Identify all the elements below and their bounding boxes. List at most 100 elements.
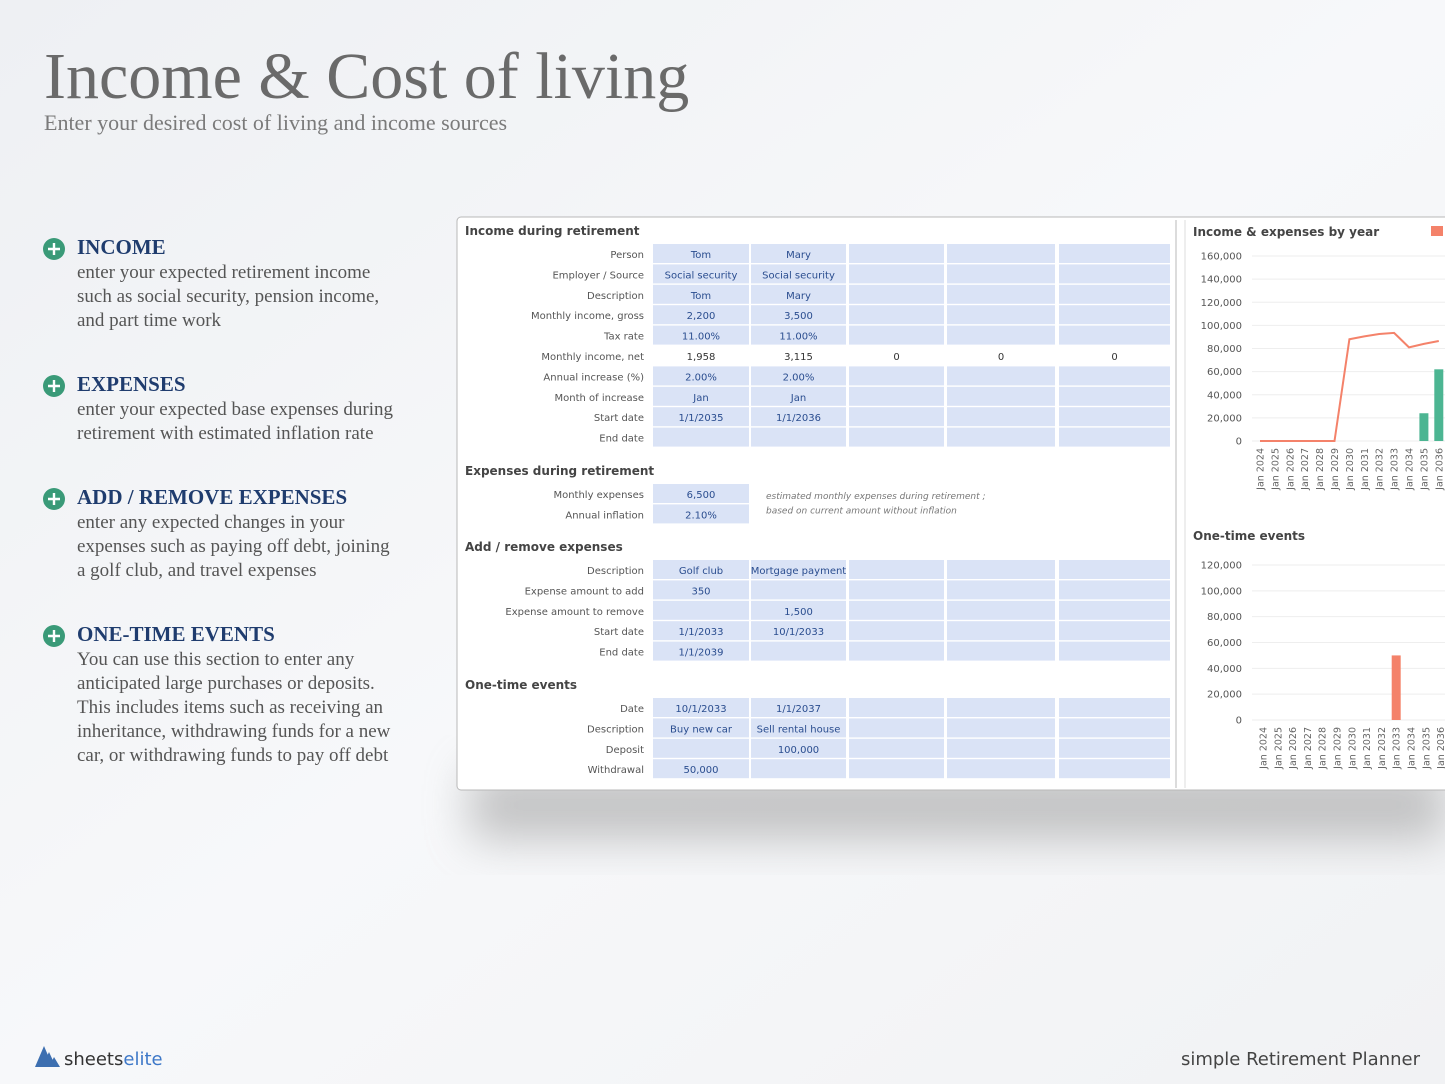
input-cell xyxy=(751,407,846,427)
feature-text: anticipated large purchases or deposits. xyxy=(77,673,375,694)
x-tick-label: Jan 2035 xyxy=(1421,727,1432,770)
cell-value: 100,000 xyxy=(778,745,819,756)
input-cell xyxy=(1059,560,1170,579)
row-label: Expense amount to add xyxy=(525,586,644,597)
feature-text: and part time work xyxy=(77,310,222,331)
cell-value: Buy new car xyxy=(670,724,733,735)
input-cell xyxy=(751,386,846,406)
note: based on current amount without inflatio… xyxy=(766,507,957,517)
section-title: One-time events xyxy=(465,678,577,692)
input-cell xyxy=(751,325,846,345)
input-cell xyxy=(653,641,749,661)
row-label: Tax rate xyxy=(603,332,644,343)
y-tick-label: 80,000 xyxy=(1207,612,1242,623)
feature-icon-plus xyxy=(48,630,60,642)
input-cell xyxy=(849,284,944,304)
y-tick-label: 120,000 xyxy=(1201,561,1242,572)
cell-value: 11.00% xyxy=(682,332,720,343)
y-tick-label: 0 xyxy=(1236,716,1242,727)
cell-value: Mary xyxy=(786,291,811,302)
input-cell xyxy=(849,560,944,579)
row-label: Monthly income, gross xyxy=(531,311,644,322)
input-cell xyxy=(947,698,1055,717)
input-cell xyxy=(653,698,749,717)
y-tick-label: 20,000 xyxy=(1207,413,1242,424)
cell-value: 350 xyxy=(691,586,710,597)
x-tick-label: Jan 2034 xyxy=(1407,727,1418,770)
input-cell xyxy=(1059,621,1170,641)
cell-value: 0 xyxy=(1111,352,1117,363)
input-cell xyxy=(751,366,846,386)
input-cell xyxy=(653,305,749,325)
logo-icon xyxy=(35,1046,60,1067)
input-cell xyxy=(849,325,944,345)
row-label: Description xyxy=(587,291,644,302)
line xyxy=(1260,331,1439,442)
x-tick-label: Jan 2034 xyxy=(1405,448,1416,491)
input-cell xyxy=(849,621,944,641)
feature-title: INCOME xyxy=(77,235,166,259)
input-cell xyxy=(1059,759,1170,779)
feature-text: inheritance, withdrawing funds for a new xyxy=(77,721,391,742)
cell-value: 1/1/2037 xyxy=(776,704,821,715)
input-cell xyxy=(849,698,944,717)
cell-value: 1,500 xyxy=(784,607,813,618)
cell-value: 2,200 xyxy=(687,311,716,322)
cell-value: 1/1/2035 xyxy=(679,413,724,424)
page-subtitle: Enter your desired cost of living and in… xyxy=(44,110,507,135)
feature-icon-plus xyxy=(48,493,60,505)
feature-icon-plus xyxy=(48,243,60,255)
feature-text: car, or withdrawing funds to pay off deb… xyxy=(77,745,389,766)
feature-title: ONE-TIME EVENTS xyxy=(77,622,275,646)
x-tick-label: Jan 2029 xyxy=(1333,727,1344,770)
cell-value: 1,958 xyxy=(687,352,716,363)
input-cell xyxy=(751,580,846,600)
input-cell xyxy=(1059,244,1170,263)
y-tick-label: 20,000 xyxy=(1207,690,1242,701)
cell-value: 3,500 xyxy=(784,311,813,322)
input-cell xyxy=(947,305,1055,325)
input-cell xyxy=(947,738,1055,758)
input-cell xyxy=(947,407,1055,427)
x-tick-label: Jan 2026 xyxy=(1285,448,1296,491)
x-tick-label: Jan 2033 xyxy=(1390,448,1401,491)
brand-name: sheetselite xyxy=(64,1049,163,1070)
cell-value: Social security xyxy=(665,270,738,281)
input-cell xyxy=(849,718,944,738)
input-cell xyxy=(947,600,1055,620)
input-cell xyxy=(653,560,749,579)
input-cell xyxy=(1059,698,1170,717)
section-title: Add / remove expenses xyxy=(465,540,623,554)
section-title: Expenses during retirement xyxy=(465,464,654,478)
input-cell xyxy=(1059,641,1170,661)
y-tick-label: 60,000 xyxy=(1207,367,1242,378)
input-cell xyxy=(1059,580,1170,600)
cell-value: 1/1/2039 xyxy=(679,648,724,659)
x-tick-label: Jan 2031 xyxy=(1362,727,1373,770)
input-cell xyxy=(1059,427,1170,447)
feature-title: EXPENSES xyxy=(77,372,186,396)
input-cell xyxy=(849,366,944,386)
charts: Income & expenses by year 0 20,000 40,000 60… xyxy=(1193,225,1445,770)
feature-text: such as social security, pension income, xyxy=(77,286,379,307)
feature-text: You can use this section to enter any xyxy=(77,649,355,670)
input-cell xyxy=(653,738,749,758)
cell-value: Tom xyxy=(690,250,711,261)
input-cell xyxy=(653,621,749,641)
x-tick-label: Jan 2026 xyxy=(1288,727,1299,770)
input-cell xyxy=(653,325,749,345)
bar xyxy=(1434,369,1444,441)
row-label: Monthly income, net xyxy=(541,352,644,363)
cell-value: 50,000 xyxy=(684,765,719,776)
input-cell xyxy=(947,621,1055,641)
row-label: Date xyxy=(620,704,644,715)
y-tick-label: 160,000 xyxy=(1201,252,1242,263)
x-tick-label: Jan 2024 xyxy=(1259,727,1270,770)
cell-value: 11.00% xyxy=(779,332,817,343)
input-cell xyxy=(849,407,944,427)
input-cell xyxy=(751,600,846,620)
y-tick-label: 100,000 xyxy=(1201,586,1242,597)
section-title: Income during retirement xyxy=(465,224,640,238)
